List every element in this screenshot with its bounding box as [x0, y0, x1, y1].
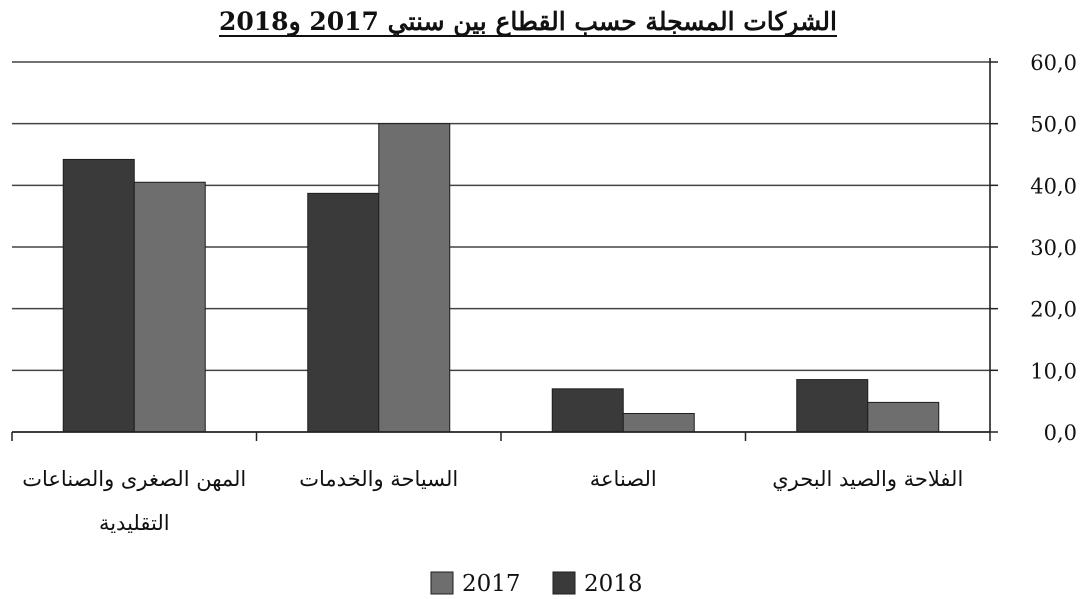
bar-2018: [307, 192, 380, 433]
legend-swatch-2018: [552, 571, 576, 595]
y-tick-label: 10,0: [1030, 359, 1077, 383]
y-tick-label: 0,0: [1044, 421, 1077, 445]
y-tick-labels: 0,0 10,0 20,0 30,0 40,0 50,0 60,0: [990, 51, 1077, 445]
bars-group: [62, 123, 940, 433]
legend-swatch-2017: [430, 571, 454, 595]
bar-2018: [551, 388, 624, 433]
x-category-label: المهن الصغرى والصناعات: [22, 467, 246, 492]
legend-label-2018: 2018: [584, 571, 643, 595]
bar-2018: [796, 379, 869, 433]
x-category-label: الفلاحة والصيد البحري: [772, 467, 963, 492]
y-tick-label: 40,0: [1030, 174, 1077, 198]
bar-2017: [867, 401, 940, 433]
bar-2018: [62, 158, 135, 433]
legend-label-2017: 2017: [462, 571, 521, 595]
bar-2017: [133, 181, 206, 433]
x-category-label: السياحة والخدمات: [299, 467, 458, 492]
x-category-label: الصناعة: [590, 467, 657, 491]
x-category-labels: المهن الصغرى والصناعات التقليدية السياحة و…: [22, 467, 963, 535]
title-group: الشركات المسجلة حسب القطاع بين سنتي 2017…: [218, 7, 838, 37]
y-tick-label: 60,0: [1030, 51, 1077, 75]
y-tick-label: 30,0: [1030, 236, 1077, 260]
bar-2017: [622, 413, 695, 433]
y-tick-label: 50,0: [1030, 113, 1077, 137]
y-tick-label: 20,0: [1030, 298, 1077, 322]
legend: 2017 2018: [430, 571, 643, 597]
bar-2017: [378, 123, 451, 433]
x-category-label: التقليدية: [99, 511, 170, 535]
chart-title: الشركات المسجلة حسب القطاع بين سنتي 2017…: [219, 7, 837, 37]
